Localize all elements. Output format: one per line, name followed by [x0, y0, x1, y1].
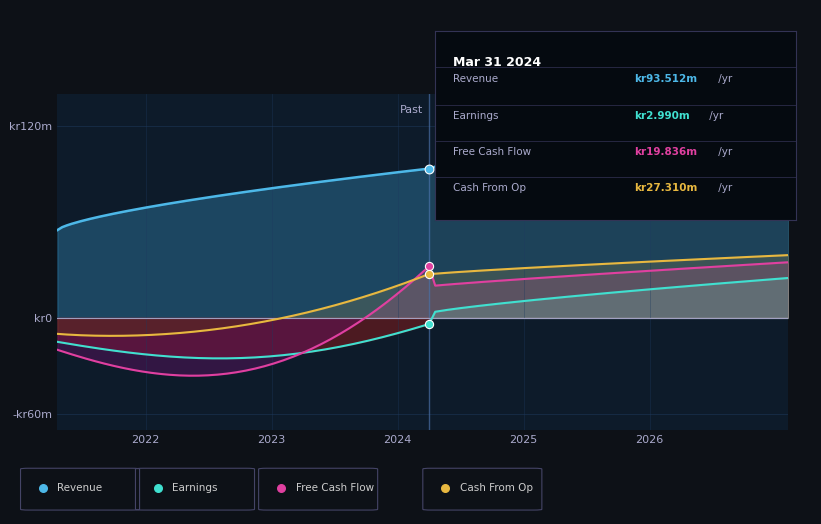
Point	[423, 165, 436, 173]
Text: /yr: /yr	[715, 73, 732, 84]
Point	[423, 320, 436, 328]
Text: Revenue: Revenue	[57, 483, 103, 493]
Point	[438, 484, 452, 492]
Text: Earnings: Earnings	[453, 111, 498, 122]
Text: Free Cash Flow: Free Cash Flow	[453, 147, 531, 157]
Text: kr27.310m: kr27.310m	[634, 183, 697, 193]
Point	[151, 484, 164, 492]
Text: Past: Past	[400, 105, 423, 115]
Text: /yr: /yr	[706, 111, 723, 122]
Text: Analysts Forecasts: Analysts Forecasts	[435, 105, 539, 115]
Point	[36, 484, 49, 492]
Point	[423, 270, 436, 278]
Text: kr93.512m: kr93.512m	[634, 73, 697, 84]
Text: Mar 31 2024: Mar 31 2024	[453, 56, 541, 69]
Text: kr2.990m: kr2.990m	[634, 111, 690, 122]
Point	[423, 262, 436, 270]
Text: Earnings: Earnings	[172, 483, 218, 493]
Text: Cash From Op: Cash From Op	[460, 483, 533, 493]
Text: /yr: /yr	[715, 183, 732, 193]
Text: Free Cash Flow: Free Cash Flow	[296, 483, 374, 493]
Text: kr19.836m: kr19.836m	[634, 147, 697, 157]
Point	[274, 484, 287, 492]
Text: /yr: /yr	[715, 147, 732, 157]
Text: Revenue: Revenue	[453, 73, 498, 84]
Text: Cash From Op: Cash From Op	[453, 183, 526, 193]
